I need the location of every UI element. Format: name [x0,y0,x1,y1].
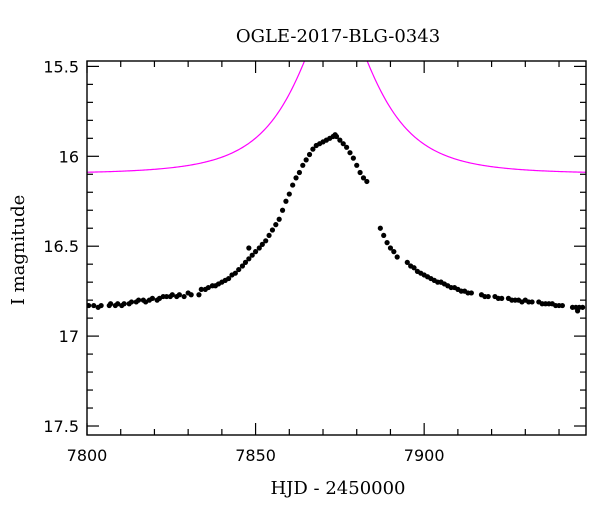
x-tick-label: 7800 [67,446,108,465]
data-point [249,252,255,258]
data-point [239,263,246,269]
data-point [293,175,299,181]
x-axis-label: HJD - 2450000 [270,478,405,499]
y-tick-label: 16 [59,147,79,166]
data-point [384,240,390,246]
data-point [438,279,444,285]
y-tick-label: 16.5 [43,237,79,256]
data-point [269,227,276,233]
data-point [236,266,242,273]
data-point [242,259,249,265]
data-point [226,275,232,282]
data-point [381,232,387,239]
data-point [259,241,265,247]
data-point [411,265,417,271]
data-point [347,150,353,156]
data-point [360,175,367,181]
data-point [279,207,286,213]
data-point [256,245,262,251]
data-point [574,308,581,314]
data-point [350,155,356,161]
plot-frame [86,60,587,436]
data-point [232,270,238,276]
data-point [296,169,303,176]
data-point [181,293,187,300]
x-tick-label: 7900 [404,446,445,465]
data-point [290,182,296,188]
chart-title: OGLE-2017-BLG-0343 [236,26,440,47]
data-point [340,141,346,147]
data-point [300,162,306,168]
y-axis-label: I magnitude [8,195,29,306]
data-point [394,254,400,260]
axis-ticks: 7800 7850 7900 15.5 16 16.5 17 17.5 [43,57,586,465]
data-point [303,157,309,163]
data-point [108,301,114,307]
data-point [266,232,272,239]
data-point [344,144,350,150]
data-point [205,284,211,291]
data-point [404,259,410,265]
data-point [91,302,97,309]
data-point [580,304,586,310]
data-point [263,238,269,244]
data-point [499,295,505,301]
data-point [196,292,202,298]
data-point [246,256,252,262]
data-point [310,146,316,152]
data-point [337,137,343,143]
plot-area [87,61,586,314]
data-point [283,198,289,204]
data-point [188,292,194,298]
data-point [387,245,394,251]
data-point [364,178,370,185]
data-point [169,292,175,298]
data-point [559,302,566,309]
data-point [276,216,282,222]
data-point [252,249,259,255]
data-point [198,286,204,292]
data-point [354,162,360,168]
data-point [121,301,127,307]
data-point [485,293,491,300]
data-point [377,225,383,231]
y-tick-label: 17.5 [43,417,79,436]
data-point [333,133,340,140]
data-point [286,191,292,197]
y-tick-label: 17 [59,327,79,346]
data-point [115,301,121,307]
data-point [163,293,170,300]
data-point [128,299,135,305]
data-point [246,245,252,251]
data-point [468,290,474,296]
data-point [87,302,92,309]
data-point [176,292,182,298]
data-point [135,297,142,303]
x-tick-label: 7850 [235,446,276,465]
data-point [98,302,104,309]
data-point [306,151,313,158]
model-curve [87,61,586,173]
y-tick-label: 15.5 [43,57,79,76]
data-point [391,249,397,255]
data-point [149,295,156,301]
data-point [529,299,535,305]
data-point [273,222,279,228]
data-point [357,169,363,176]
